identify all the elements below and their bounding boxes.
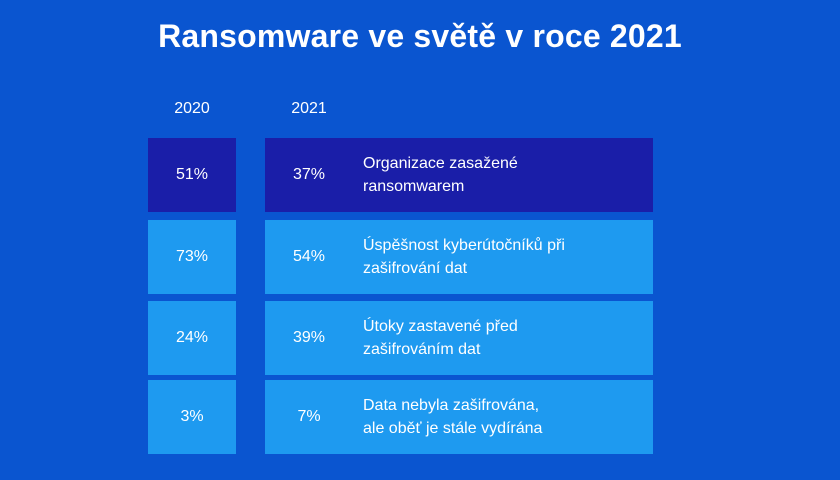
value-2021: 7% — [265, 380, 353, 454]
table-row: 24% 39% Útoky zastavené před zašifrování… — [148, 301, 653, 375]
chart-title: Ransomware ve světě v roce 2021 — [158, 18, 682, 54]
table-row: 3% 7% Data nebyla zašifrována, ale oběť … — [148, 380, 653, 454]
row-label-line: Data nebyla zašifrována, — [363, 397, 540, 414]
row-label-line: zašifrováním dat — [363, 341, 481, 358]
row-label: Organizace zasažené ransomwarem — [353, 138, 653, 212]
column-header-2020: 2020 — [174, 100, 210, 117]
value-2021: 39% — [265, 301, 353, 375]
column-header-2021: 2021 — [291, 100, 327, 117]
value-2020: 24% — [148, 301, 236, 375]
row-label-line: Organizace zasažené — [363, 155, 518, 172]
row-label: Data nebyla zašifrována, ale oběť je stá… — [353, 380, 653, 454]
value-2020: 51% — [148, 138, 236, 212]
row-label: Útoky zastavené před zašifrováním dat — [353, 301, 653, 375]
table-row: 73% 54% Úspěšnost kyberútočníků při zaši… — [148, 220, 653, 294]
value-2020: 73% — [148, 220, 236, 294]
table-row: 51% 37% Organizace zasažené ransomwarem — [148, 138, 653, 212]
row-label-line: Útoky zastavené před — [363, 318, 518, 335]
row-label-line: ale oběť je stále vydírána — [363, 420, 543, 437]
value-2020: 3% — [148, 380, 236, 454]
row-label-line: Úspěšnost kyberútočníků při — [363, 237, 565, 254]
row-label-line: ransomwarem — [363, 178, 465, 195]
value-2021: 37% — [265, 138, 353, 212]
value-2021: 54% — [265, 220, 353, 294]
row-label-line: zašifrování dat — [363, 260, 468, 277]
row-label: Úspěšnost kyberútočníků při zašifrování … — [353, 220, 653, 294]
